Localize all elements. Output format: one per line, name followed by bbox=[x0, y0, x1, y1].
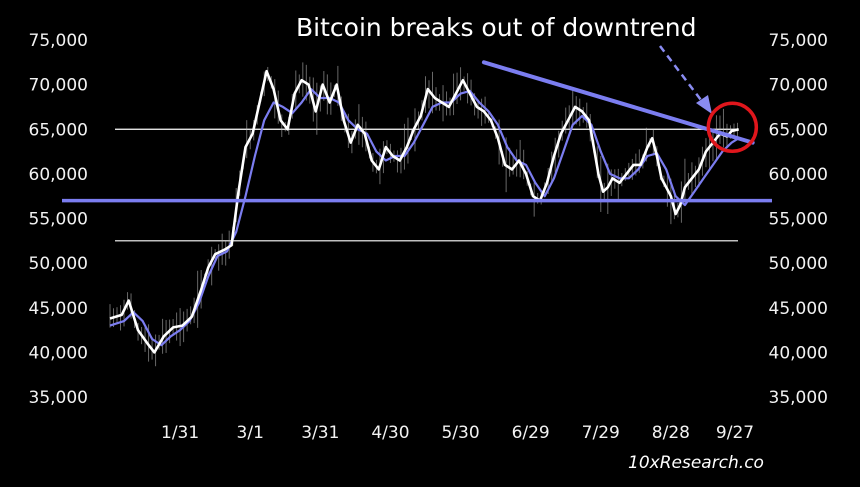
x-tick-label: 8/28 bbox=[652, 423, 690, 443]
y-tick-label-left: 55,000 bbox=[29, 210, 88, 230]
dashed-arrow-shaft bbox=[659, 45, 705, 105]
y-axis-right: 35,000 40,000 45,000 50,000 55,000 60,000 65,0… bbox=[769, 31, 828, 408]
y-tick-label-right: 55,000 bbox=[769, 210, 828, 230]
y-tick-label-left: 60,000 bbox=[29, 165, 88, 185]
x-tick-label: 1/31 bbox=[161, 423, 199, 443]
y-tick-label-right: 60,000 bbox=[769, 165, 828, 185]
x-tick-label: 9/27 bbox=[716, 423, 754, 443]
y-tick-label-left: 45,000 bbox=[29, 299, 88, 319]
y-tick-label-right: 45,000 bbox=[769, 299, 828, 319]
y-tick-label-left: 70,000 bbox=[29, 76, 88, 96]
price-line bbox=[109, 69, 740, 354]
y-tick-label-right: 40,000 bbox=[769, 343, 828, 363]
y-tick-label-left: 65,000 bbox=[29, 120, 88, 140]
y-tick-label-left: 50,000 bbox=[29, 254, 88, 274]
x-tick-label: 7/29 bbox=[582, 423, 620, 443]
x-tick-label: 3/31 bbox=[301, 423, 339, 443]
y-tick-label-left: 35,000 bbox=[29, 388, 88, 408]
chart-title: Bitcoin breaks out of downtrend bbox=[296, 13, 696, 42]
y-tick-label-left: 75,000 bbox=[29, 31, 88, 51]
x-tick-label: 6/29 bbox=[512, 423, 550, 443]
series-group bbox=[109, 69, 740, 354]
y-axis-left: 35,000 40,000 45,000 50,000 55,000 60,000 65,0… bbox=[29, 31, 88, 408]
reference-lines bbox=[115, 128, 738, 242]
breakout-circle bbox=[706, 101, 759, 153]
x-axis: 1/31 3/1 3/31 4/30 5/30 6/29 7/29 8/28 9/27 bbox=[161, 423, 754, 443]
x-tick-label: 5/30 bbox=[441, 423, 479, 443]
watermark-text: 10xResearch.co bbox=[628, 453, 764, 473]
y-tick-label-right: 50,000 bbox=[769, 254, 828, 274]
y-tick-label-left: 40,000 bbox=[29, 343, 88, 363]
y-tick-label-right: 35,000 bbox=[769, 388, 828, 408]
x-tick-label: 4/30 bbox=[371, 423, 409, 443]
annotations bbox=[62, 45, 772, 203]
y-tick-label-right: 70,000 bbox=[769, 76, 828, 96]
y-tick-label-right: 65,000 bbox=[769, 120, 828, 140]
arrow-head-icon bbox=[696, 95, 712, 114]
moving-average-line bbox=[109, 88, 740, 347]
y-tick-label-right: 75,000 bbox=[769, 31, 828, 51]
x-tick-label: 3/1 bbox=[237, 423, 264, 443]
